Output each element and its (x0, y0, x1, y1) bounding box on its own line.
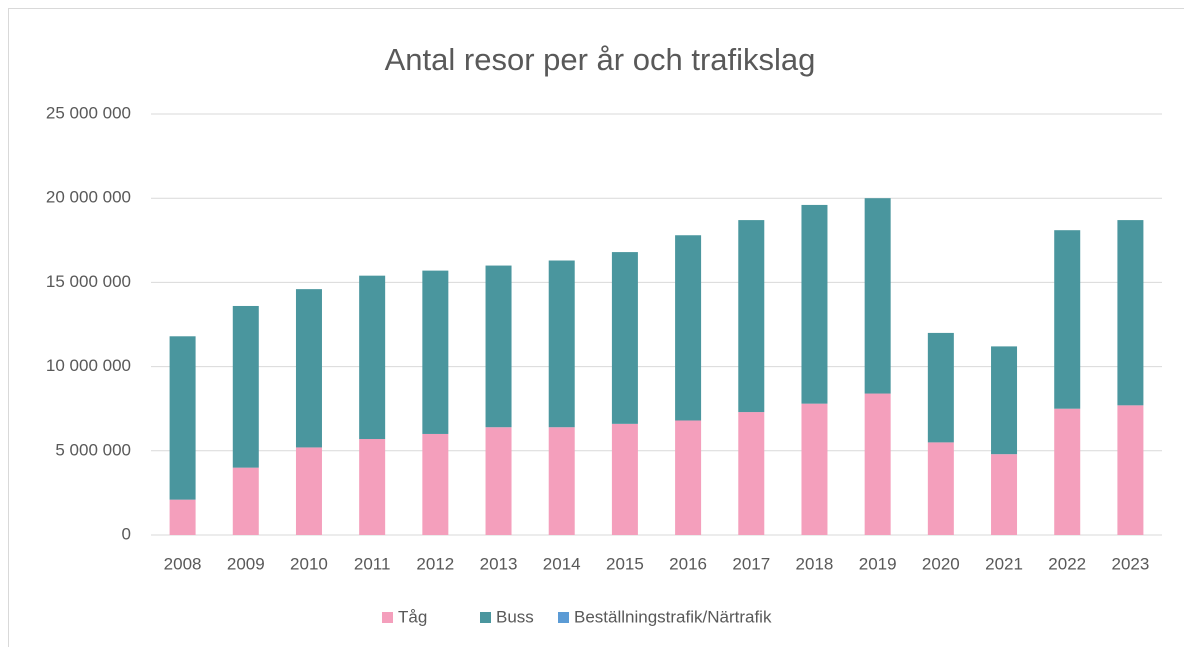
bar-segment (612, 252, 638, 424)
x-tick-label: 2009 (227, 554, 265, 573)
x-tick-label: 2019 (859, 554, 897, 573)
legend-label: Buss (496, 607, 534, 626)
x-tick-label: 2015 (606, 554, 644, 573)
bar-segment (675, 235, 701, 420)
bar-segment (991, 454, 1017, 535)
bar-segment (486, 427, 512, 535)
bar-segment (233, 468, 259, 535)
legend-swatch (382, 612, 393, 623)
bar-segment (359, 276, 385, 439)
bar-segment (738, 220, 764, 412)
chart-title: Antal resor per år och trafikslag (385, 42, 816, 77)
bar-segment (928, 333, 954, 442)
bar-segment (865, 198, 891, 393)
bar-segment (612, 424, 638, 535)
bar-segment (422, 271, 448, 434)
bar-segment (359, 439, 385, 535)
y-tick-label: 5 000 000 (55, 440, 131, 459)
legend-label: Beställningstrafik/Närtrafik (574, 607, 772, 626)
x-tick-label: 2014 (543, 554, 581, 573)
bar-segment (296, 447, 322, 535)
legend-label: Tåg (398, 607, 427, 626)
y-tick-label: 15 000 000 (46, 272, 131, 291)
bar-segment (865, 394, 891, 535)
chart-border (9, 9, 1184, 648)
bar-segment (738, 412, 764, 535)
bar-segment (675, 420, 701, 535)
bar-segment (801, 205, 827, 404)
x-tick-label: 2010 (290, 554, 328, 573)
bar-segment (170, 336, 196, 499)
bar-segment (296, 289, 322, 447)
x-tick-label: 2020 (922, 554, 960, 573)
x-tick-label: 2012 (416, 554, 454, 573)
bar-segment (170, 500, 196, 535)
x-tick-label: 2008 (164, 554, 202, 573)
bar-segment (801, 404, 827, 535)
bar-segment (549, 427, 575, 535)
bar-segment (1117, 220, 1143, 405)
bar-segment (1054, 230, 1080, 409)
bar-segment (233, 306, 259, 468)
y-tick-label: 10 000 000 (46, 356, 131, 375)
x-tick-label: 2023 (1111, 554, 1149, 573)
x-tick-label: 2021 (985, 554, 1023, 573)
x-tick-label: 2011 (354, 554, 391, 573)
bar-segment (991, 346, 1017, 454)
y-tick-label: 25 000 000 (46, 103, 131, 122)
bar-segment (1054, 409, 1080, 535)
x-tick-label: 2013 (480, 554, 518, 573)
bar-segment (422, 434, 448, 535)
bar-segment (928, 442, 954, 535)
x-tick-label: 2022 (1048, 554, 1086, 573)
y-tick-label: 0 (122, 524, 131, 543)
bar-segment (1117, 405, 1143, 535)
x-tick-label: 2016 (669, 554, 707, 573)
bar-segment (486, 266, 512, 428)
bar-segment (549, 261, 575, 428)
legend-swatch (558, 612, 569, 623)
y-tick-label: 20 000 000 (46, 188, 131, 207)
legend-swatch (480, 612, 491, 623)
x-tick-label: 2017 (732, 554, 770, 573)
x-tick-label: 2018 (796, 554, 834, 573)
